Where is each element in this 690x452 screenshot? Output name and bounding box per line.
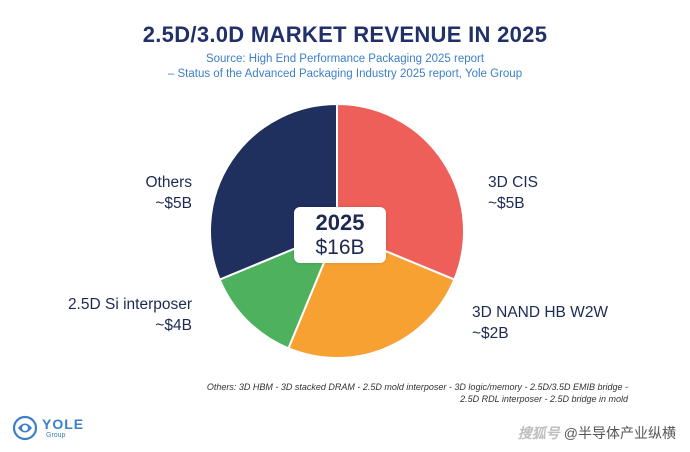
watermark-prefix: 搜狐号 bbox=[517, 425, 560, 441]
center-year: 2025 bbox=[315, 210, 365, 235]
label-3d-nand-name: 3D NAND HB W2W bbox=[472, 304, 609, 321]
chart-title: 2.5D/3.0D MARKET REVENUE IN 2025 bbox=[142, 22, 548, 47]
label-si-interposer-value: ~$4B bbox=[155, 317, 192, 334]
label-others: Others ~$5B bbox=[60, 172, 192, 214]
label-si-interposer-name: 2.5D Si interposer bbox=[67, 296, 192, 313]
logo-name: YOLE bbox=[42, 416, 85, 432]
source-line-2: – Status of the Advanced Packaging Indus… bbox=[167, 68, 523, 80]
yole-logo-icon bbox=[12, 415, 38, 441]
yole-logo: YOLE Group bbox=[12, 414, 102, 444]
footnote-line-2: 2.5D RDL interposer - 2.5D bridge in mol… bbox=[460, 394, 628, 404]
center-total-box: 2025 $16B bbox=[294, 207, 386, 263]
label-3d-nand: 3D NAND HB W2W ~$2B bbox=[472, 302, 608, 344]
label-si-interposer: 2.5D Si interposer ~$4B bbox=[20, 294, 192, 336]
center-total: $16B bbox=[315, 236, 365, 259]
label-3d-cis-value: ~$5B bbox=[488, 195, 525, 212]
label-3d-cis-name: 3D CIS bbox=[488, 174, 538, 191]
watermark-text: @半导体产业纵横 bbox=[563, 425, 676, 441]
label-3d-cis: 3D CIS ~$5B bbox=[488, 172, 538, 214]
footnote-line-1: Others: 3D HBM - 3D stacked DRAM - 2.5D … bbox=[206, 382, 628, 392]
label-others-value: ~$5B bbox=[155, 195, 192, 212]
label-others-name: Others bbox=[145, 174, 192, 191]
watermark: 搜狐号 @半导体产业纵横 bbox=[518, 423, 676, 443]
chart-source: Source: High End Performance Packaging 2… bbox=[0, 52, 690, 82]
label-3d-nand-value: ~$2B bbox=[472, 325, 509, 342]
source-line-1: Source: High End Performance Packaging 2… bbox=[205, 53, 485, 65]
footnote: Others: 3D HBM - 3D stacked DRAM - 2.5D … bbox=[68, 381, 628, 405]
logo-sub: Group bbox=[46, 432, 66, 439]
